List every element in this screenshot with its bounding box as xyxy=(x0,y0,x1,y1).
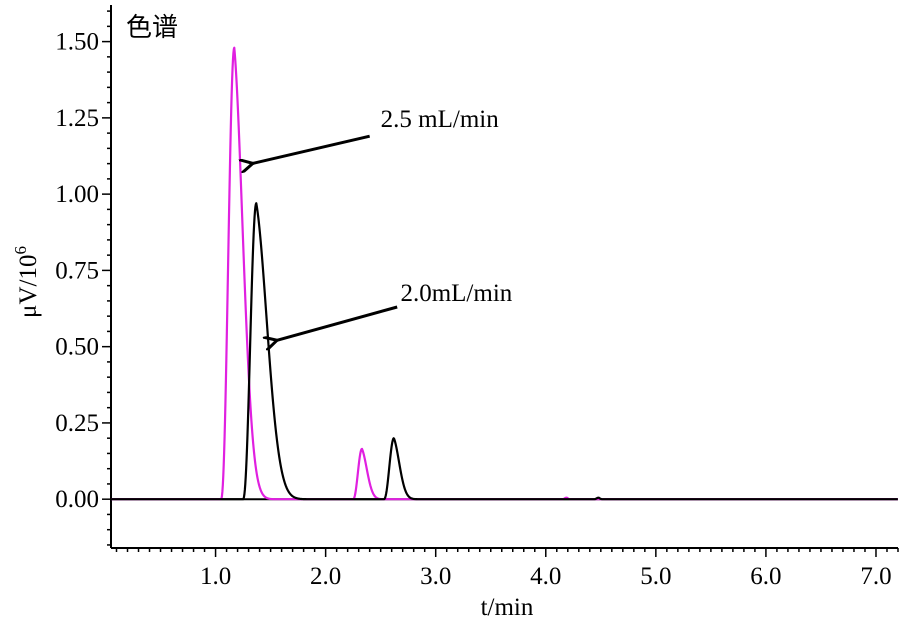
x-tick-label: 2.0 xyxy=(310,563,341,590)
x-tick-label: 4.0 xyxy=(530,563,561,590)
annotations: 2.5 mL/min 2.0mL/min xyxy=(252,106,513,341)
y-tick-label: 0.50 xyxy=(55,334,99,361)
y-tick-label: 0.00 xyxy=(55,486,99,513)
chart-title: 色谱 xyxy=(126,13,178,43)
annotation-arrow-1 xyxy=(252,134,371,163)
y-axis-label-superscript: 6 xyxy=(11,246,30,255)
axes xyxy=(110,5,898,549)
series-layer xyxy=(110,46,899,501)
y-tick-label: 1.00 xyxy=(55,181,99,208)
y-axis-label: μV/106 xyxy=(11,246,42,318)
x-axis-label: t/min xyxy=(481,594,534,618)
x-tick-label: 6.0 xyxy=(750,563,781,590)
annotation-arrow-2 xyxy=(276,305,398,341)
series-line-2 xyxy=(110,202,899,501)
x-tick-label: 1.0 xyxy=(200,563,231,590)
y-tick-label: 0.25 xyxy=(55,410,99,437)
y-tick-label: 1.50 xyxy=(55,29,99,56)
y-tick-label: 1.25 xyxy=(55,105,99,132)
x-tick-label: 5.0 xyxy=(640,563,671,590)
annotation-label-1: 2.5 mL/min xyxy=(381,106,500,133)
series-line-1 xyxy=(110,46,899,501)
annotation-label-2: 2.0mL/min xyxy=(400,280,512,307)
y-tick-label: 0.75 xyxy=(55,257,99,284)
ticks: 0.00 0.25 0.50 0.75 1.00 1.25 1.50 1.0 2.0 3.0 4.0… xyxy=(55,10,899,590)
y-axis-label-main: μV/10 xyxy=(15,255,42,318)
x-tick-label: 7.0 xyxy=(860,563,891,590)
x-tick-label: 3.0 xyxy=(420,563,451,590)
